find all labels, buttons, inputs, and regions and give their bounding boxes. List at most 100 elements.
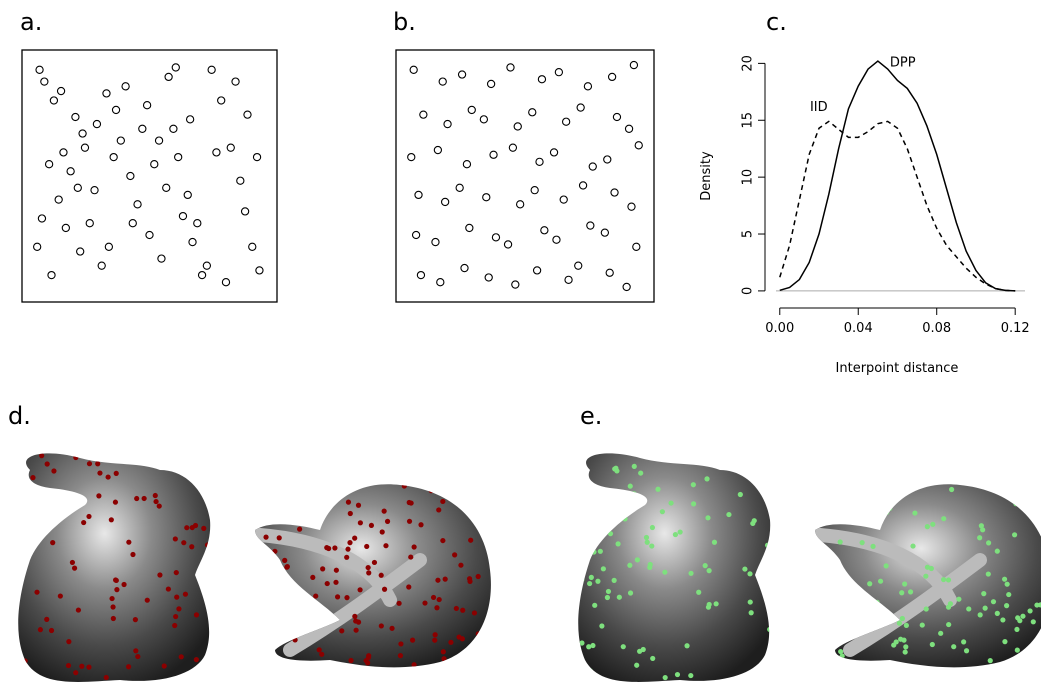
sample-dot (761, 445, 766, 450)
sample-dot (276, 535, 282, 541)
sample-dot (627, 483, 633, 489)
sample-dot (706, 568, 712, 574)
sample-dot (345, 546, 351, 552)
sample-dot (578, 513, 581, 519)
sample-dot (110, 615, 116, 622)
sample-dot (257, 607, 263, 613)
point (116, 136, 125, 145)
sample-dot (981, 591, 987, 597)
point (243, 110, 252, 119)
sample-dot (105, 474, 111, 480)
sample-dot (615, 541, 621, 547)
point (578, 181, 588, 190)
sample-dot (705, 515, 711, 521)
sample-dot (1017, 618, 1023, 624)
sample-dot (69, 559, 76, 566)
point (465, 223, 474, 233)
sample-dot (985, 540, 992, 546)
sample-dot (687, 454, 694, 460)
sample-dot (224, 559, 231, 565)
sample-dot (588, 574, 594, 580)
sample-dot (1007, 669, 1014, 675)
sample-dot (933, 667, 939, 673)
sample-dot (591, 549, 597, 555)
point (61, 223, 70, 233)
point (78, 129, 87, 138)
point (479, 115, 489, 124)
sample-dot (209, 510, 215, 516)
sample-dot (347, 540, 353, 546)
point (54, 195, 63, 204)
point (489, 150, 498, 159)
sample-dot (931, 667, 937, 673)
sample-dot (620, 498, 626, 504)
sample-dot (858, 484, 864, 491)
point (157, 254, 166, 263)
sample-dot (453, 455, 459, 461)
sample-dot (452, 552, 458, 558)
sample-dot (647, 561, 653, 568)
point (457, 70, 467, 79)
sample-dot (42, 497, 48, 503)
sample-dot (344, 554, 350, 560)
sample-dot (224, 647, 230, 653)
y-tick-label: 0 (741, 287, 756, 295)
sample-dot (1022, 447, 1027, 452)
sample-dot (324, 580, 330, 587)
sample-dot (334, 594, 341, 600)
sample-dot (579, 576, 585, 582)
point (66, 167, 75, 176)
sample-dot (73, 670, 79, 676)
sample-dot (384, 518, 391, 524)
sample-dot (212, 517, 219, 524)
point (49, 96, 59, 105)
sample-dot (875, 623, 881, 629)
sample-dot (205, 472, 211, 478)
sample-dot (931, 466, 937, 472)
point (47, 270, 56, 280)
sample-dot (182, 591, 189, 597)
point (632, 242, 641, 251)
point (482, 193, 491, 202)
point (532, 266, 542, 275)
sample-dot (305, 669, 312, 675)
point (484, 273, 493, 282)
sample-dot (383, 543, 389, 549)
sample-dot (1031, 480, 1037, 486)
sample-dot (690, 501, 697, 507)
sample-dot (985, 571, 991, 577)
y-tick-label: 5 (741, 230, 756, 238)
sample-dot (1024, 682, 1029, 687)
sample-dot (610, 515, 617, 521)
sample-dot (994, 610, 1000, 616)
sample-dot (781, 594, 788, 601)
sample-dot (987, 658, 993, 664)
sample-dot (28, 483, 34, 490)
sample-dot (475, 573, 481, 580)
sample-dot (476, 508, 482, 515)
sample-dot (896, 620, 903, 626)
sample-dot (434, 605, 440, 611)
sample-dot (282, 557, 288, 563)
sample-dot (253, 576, 259, 582)
sample-dot (252, 471, 258, 477)
point (508, 143, 518, 152)
sample-dot (441, 656, 447, 662)
point (634, 141, 643, 150)
sample-dot (456, 634, 462, 640)
sample-dot (587, 668, 593, 674)
sample-dot (877, 578, 884, 584)
point (414, 190, 423, 200)
sample-dot (579, 640, 585, 646)
sample-dot (172, 622, 178, 629)
point (433, 145, 443, 155)
sample-dot (859, 540, 865, 546)
sample-dot (381, 675, 387, 681)
sample-dot (630, 495, 636, 501)
sample-dot (604, 594, 611, 601)
sample-dot (399, 445, 404, 450)
sample-dot (907, 674, 913, 680)
sample-dot (108, 453, 114, 455)
point (561, 117, 571, 126)
sample-dot (442, 576, 448, 582)
